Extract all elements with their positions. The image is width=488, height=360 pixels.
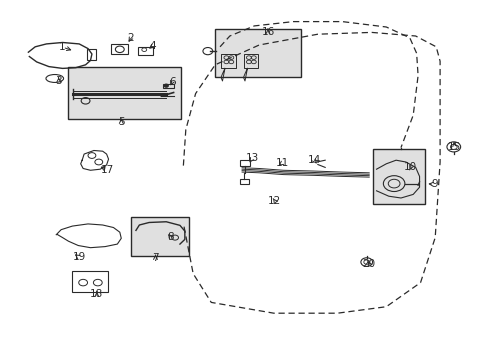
Text: 5: 5 xyxy=(118,117,124,127)
Text: 9: 9 xyxy=(430,179,437,189)
Bar xyxy=(131,217,188,256)
Text: 11: 11 xyxy=(275,158,289,168)
Text: 6: 6 xyxy=(168,77,175,87)
Text: 10: 10 xyxy=(404,162,416,172)
Bar xyxy=(72,271,107,292)
Bar xyxy=(138,47,152,55)
Text: 8: 8 xyxy=(166,232,173,242)
Text: 13: 13 xyxy=(245,153,259,163)
Text: 7: 7 xyxy=(152,253,159,264)
Text: 2: 2 xyxy=(127,33,134,43)
Bar xyxy=(163,84,173,88)
Bar xyxy=(215,29,300,77)
Text: 20: 20 xyxy=(362,258,375,269)
Text: 12: 12 xyxy=(267,196,281,206)
Bar xyxy=(372,149,425,204)
Text: 17: 17 xyxy=(101,165,114,175)
Bar xyxy=(239,160,250,166)
Text: 4: 4 xyxy=(149,41,156,51)
Bar xyxy=(243,54,258,68)
Text: 14: 14 xyxy=(306,155,320,165)
Bar xyxy=(239,179,249,184)
Bar xyxy=(87,49,96,60)
Text: 3: 3 xyxy=(55,76,62,86)
Text: 15: 15 xyxy=(447,142,461,152)
Text: 16: 16 xyxy=(261,27,274,37)
Circle shape xyxy=(164,84,168,87)
Text: 1: 1 xyxy=(59,42,66,52)
Bar xyxy=(68,67,181,119)
Text: 18: 18 xyxy=(90,289,103,300)
Text: 19: 19 xyxy=(72,252,86,262)
Bar xyxy=(221,54,235,68)
Bar xyxy=(111,44,128,54)
